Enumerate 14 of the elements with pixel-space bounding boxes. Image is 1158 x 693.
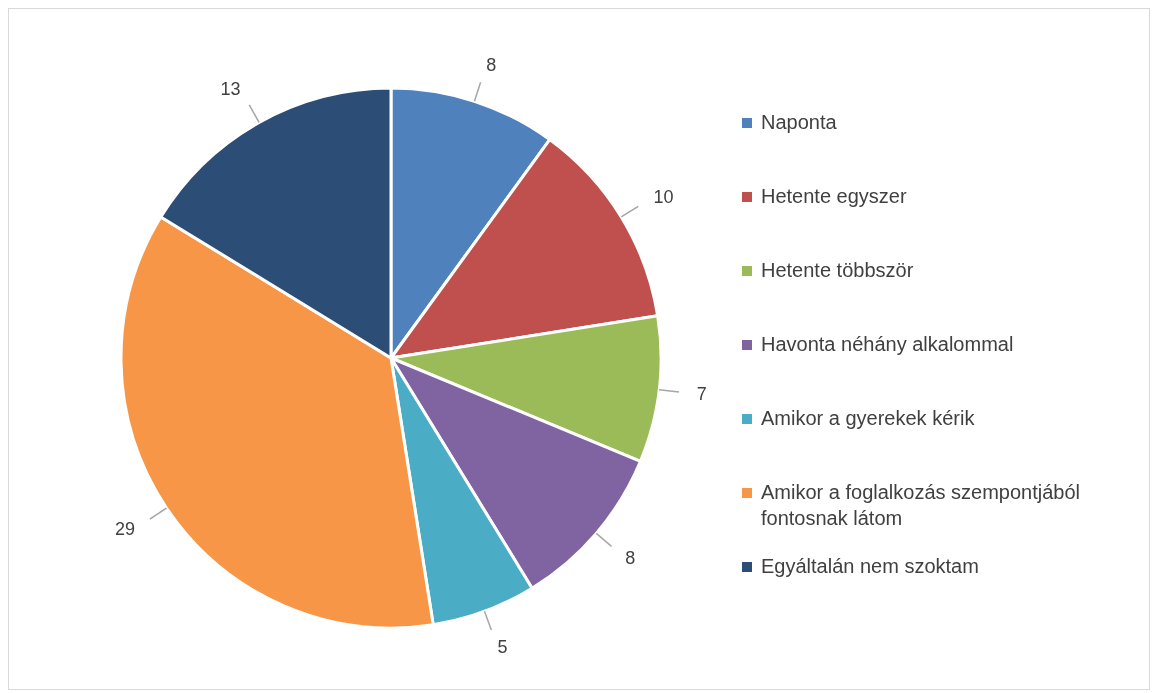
legend-label: Amikor a gyerekek kérik <box>761 406 975 431</box>
legend-label: Egyáltalán nem szoktam <box>761 554 979 579</box>
data-label: 5 <box>497 636 508 657</box>
data-label: 8 <box>486 55 497 76</box>
data-label: 7 <box>696 384 707 405</box>
legend-label: Amikor a foglalkozás szempontjából fontosnak látom <box>761 480 1082 531</box>
data-label: 13 <box>220 79 241 100</box>
data-label: 29 <box>114 519 135 540</box>
data-label: 8 <box>625 548 636 569</box>
legend-label: Naponta <box>761 110 837 135</box>
data-label: 10 <box>653 187 674 208</box>
legend-label: Hetente többször <box>761 258 914 283</box>
legend-label: Havonta néhány alkalommal <box>761 332 1014 357</box>
legend-label: Hetente egyszer <box>761 184 907 209</box>
